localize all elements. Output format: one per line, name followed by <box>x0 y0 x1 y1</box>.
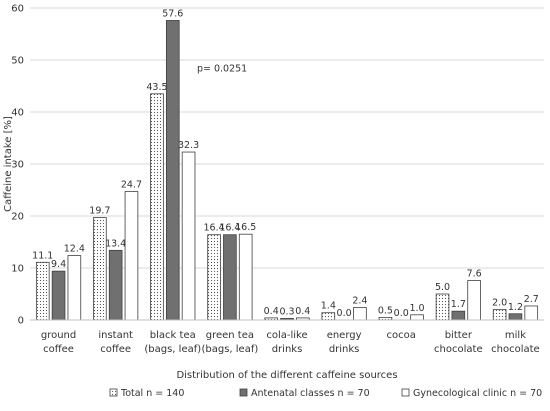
bar <box>67 255 82 321</box>
bar <box>150 93 164 321</box>
data-label: 1.7 <box>451 299 466 310</box>
x-tick-label: ground <box>41 330 76 341</box>
data-label: 43.5 <box>146 82 167 93</box>
bar <box>238 233 253 321</box>
data-label: 2.4 <box>352 296 367 307</box>
y-tick-label: 50 <box>11 56 24 67</box>
y-tick-label: 30 <box>11 160 24 171</box>
x-tick-label: drinks <box>329 344 360 355</box>
data-label: 1.2 <box>508 302 523 313</box>
bar <box>321 312 336 321</box>
data-label: 12.4 <box>64 244 85 255</box>
bar <box>467 280 481 321</box>
x-tick-label: black tea <box>150 330 196 341</box>
y-tick-label: 60 <box>11 4 24 15</box>
data-label: 16.5 <box>235 222 256 233</box>
y-axis-label: Caffeine intake [%] <box>3 116 14 212</box>
bar <box>223 234 237 321</box>
bar <box>93 217 107 321</box>
data-label: 0.4 <box>264 306 279 317</box>
legend-label: Gynecological clinic n = 70 <box>413 388 542 399</box>
data-label: 0.0 <box>337 308 352 319</box>
y-tick-label: 20 <box>11 212 24 223</box>
data-label: 7.6 <box>467 268 482 279</box>
x-tick-label: (bags, leaf) <box>201 344 258 355</box>
data-label: 1.0 <box>409 303 424 314</box>
x-tick-label: instant <box>98 330 133 341</box>
bar <box>108 249 123 321</box>
data-label: 0.3 <box>279 306 294 317</box>
legend-label: Total n = 140 <box>120 388 184 399</box>
x-tick-label: coffee <box>43 344 74 355</box>
x-tick-label: chocolate <box>491 344 540 355</box>
data-label: 9.4 <box>51 259 66 270</box>
data-label: 16.4 <box>219 223 240 234</box>
y-tick-label: 40 <box>11 108 24 119</box>
data-label: 13.4 <box>105 238 126 249</box>
x-tick-label: bitter <box>445 330 473 341</box>
bar <box>524 305 539 321</box>
y-tick-label: 0 <box>18 316 24 327</box>
bar <box>508 313 523 321</box>
x-tick-label: chocolate <box>434 344 483 355</box>
legend-swatch <box>109 388 118 397</box>
data-label: 24.7 <box>121 180 142 191</box>
bar <box>165 20 180 321</box>
x-axis-label: Distribution of the different caffeine s… <box>176 370 397 381</box>
x-tick-label: (bags, leaf) <box>144 344 201 355</box>
legend-swatch <box>239 388 248 397</box>
x-tick-label: green tea <box>206 330 254 341</box>
bar <box>410 314 424 321</box>
bar <box>492 309 507 321</box>
data-label: 1.4 <box>321 301 336 312</box>
data-label: 19.7 <box>89 206 110 217</box>
data-label: 16.4 <box>204 223 225 234</box>
data-label: 0.4 <box>295 306 310 317</box>
data-label: 57.6 <box>162 8 183 19</box>
x-tick-label: coffee <box>100 344 131 355</box>
bar <box>124 191 139 321</box>
x-tick-label: milk <box>505 330 526 341</box>
x-tick-label: cocoa <box>387 330 416 341</box>
data-label: 0.0 <box>394 308 409 319</box>
data-label: 11.1 <box>32 250 53 261</box>
annotation: p= 0.0251 <box>197 63 247 74</box>
data-label: 2.0 <box>492 298 507 309</box>
data-label: 0.5 <box>378 305 393 316</box>
x-tick-label: drinks <box>272 344 303 355</box>
bar <box>451 310 466 321</box>
bar <box>435 293 450 321</box>
bar <box>35 261 50 321</box>
data-label: 2.7 <box>524 294 539 305</box>
bar <box>353 307 367 321</box>
legend-swatch <box>401 388 410 397</box>
y-tick-label: 10 <box>11 264 24 275</box>
data-label: 32.3 <box>178 140 199 151</box>
x-tick-label: cola-like <box>266 330 307 341</box>
x-tick-label: energy <box>327 330 362 341</box>
bar <box>51 270 66 321</box>
legend-label: Antenatal classes n = 70 <box>251 388 370 399</box>
bar <box>207 234 221 321</box>
data-label: 5.0 <box>435 282 450 293</box>
bar <box>181 151 196 321</box>
